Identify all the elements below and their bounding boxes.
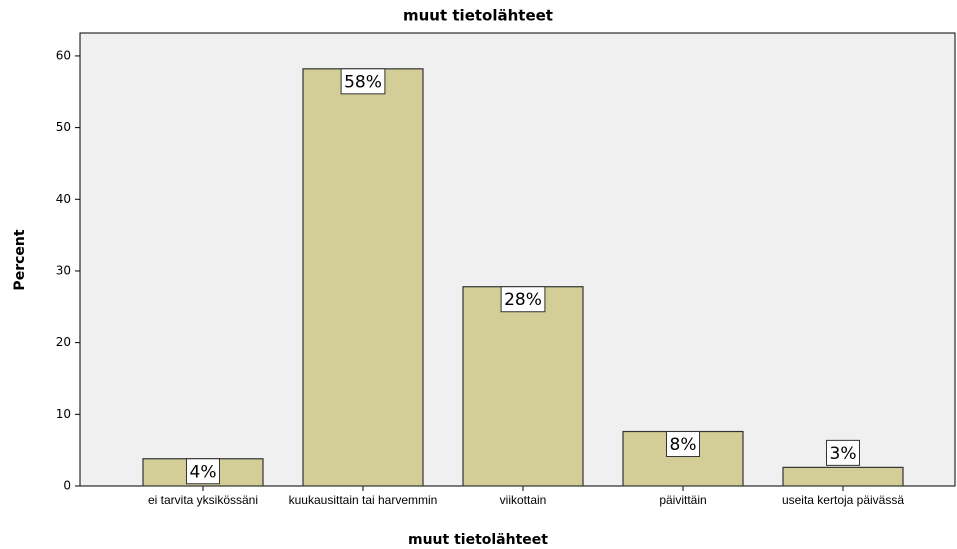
value-label: 58%	[344, 72, 382, 92]
bar	[782, 466, 904, 487]
chart-title: muut tietolähteet	[403, 7, 553, 25]
x-tick-label: päivittäin	[659, 493, 707, 507]
x-axis-label: muut tietolähteet	[408, 532, 548, 548]
y-tick-label: 40	[56, 192, 71, 206]
value-label: 8%	[670, 435, 697, 455]
y-tick-label: 20	[56, 335, 71, 349]
value-label: 28%	[504, 290, 542, 310]
bar	[302, 68, 424, 487]
y-tick-label: 10	[56, 407, 71, 421]
value-label-box	[340, 68, 386, 95]
value-label: 3%	[830, 444, 857, 464]
x-tick-label: viikottain	[499, 493, 547, 507]
y-tick-label: 30	[56, 263, 71, 277]
value-label-box	[500, 286, 546, 313]
value-label-box	[186, 458, 220, 485]
value-label: 4%	[190, 462, 217, 482]
x-tick-label: useita kertoja päivässä	[781, 493, 905, 507]
y-tick-label: 60	[56, 48, 71, 62]
value-label-box	[666, 431, 700, 458]
x-tick-label: ei tarvita yksikössäni	[147, 493, 259, 507]
y-tick-label: 0	[63, 479, 71, 493]
bar	[462, 286, 584, 487]
y-tick-label: 50	[56, 120, 71, 134]
x-tick-label: kuukausittain tai harvemmin	[288, 493, 438, 507]
value-label-box	[826, 439, 860, 466]
y-axis-label: Percent	[12, 229, 28, 290]
